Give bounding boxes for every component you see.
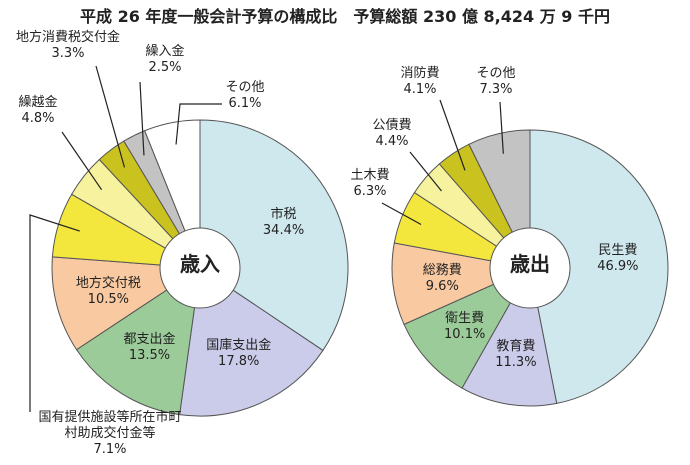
center-hole bbox=[489, 227, 571, 309]
slice-label: 教育費 bbox=[496, 339, 536, 355]
value-label: 34.4% bbox=[262, 223, 305, 239]
leader-line bbox=[139, 81, 145, 156]
slice-label: 地方交付税 bbox=[75, 275, 141, 291]
leader-line bbox=[29, 214, 80, 412]
value-label: 10.5% bbox=[87, 291, 129, 307]
slice-label: その他 bbox=[225, 80, 265, 95]
pie-slice bbox=[529, 129, 669, 404]
pie-slice bbox=[403, 266, 532, 389]
value-label: 10.1% bbox=[444, 327, 486, 343]
slice-label: 総務費 bbox=[422, 262, 462, 278]
value-label: 4.4% bbox=[375, 134, 409, 149]
value-label: 13.5% bbox=[128, 348, 171, 364]
leader-line bbox=[409, 151, 442, 192]
value-label: 4.8% bbox=[21, 111, 55, 126]
value-label: 17.8% bbox=[218, 354, 260, 370]
pie-slice bbox=[199, 119, 349, 352]
leader-line bbox=[175, 103, 222, 145]
center-hole bbox=[159, 227, 241, 309]
leader-line bbox=[381, 202, 422, 226]
value-label: 6.3% bbox=[353, 184, 387, 199]
leader-line bbox=[95, 65, 126, 168]
slice-label: 市税 bbox=[270, 207, 297, 223]
page-title: 平成 26 年度一般会計予算の構成比 予算総額 230 億 8,424 万 9 … bbox=[80, 7, 610, 26]
slice-label: 民生費 bbox=[598, 243, 638, 259]
value-label: 4.1% bbox=[403, 82, 437, 97]
value-label: 46.9% bbox=[597, 259, 639, 275]
slice-label: 公債費 bbox=[372, 118, 412, 133]
slice-label: 繰越金 bbox=[18, 95, 58, 110]
slice-label: 消防費 bbox=[400, 66, 440, 81]
slice-label: 衛生費 bbox=[445, 311, 485, 327]
value-label: 3.3% bbox=[51, 46, 85, 61]
slice-label: その他 bbox=[476, 66, 516, 81]
leader-line bbox=[439, 99, 466, 171]
value-label: 2.5% bbox=[148, 60, 182, 75]
slice-label: 国有提供施設等所在市町村助成交付金等 bbox=[38, 410, 182, 441]
center-label: 歳入 bbox=[180, 252, 220, 276]
leader-line bbox=[61, 131, 103, 190]
value-label: 7.3% bbox=[479, 82, 513, 97]
slice-label: 土木費 bbox=[350, 168, 390, 183]
value-label: 11.3% bbox=[495, 355, 537, 371]
pie-slice bbox=[75, 266, 201, 416]
slice-label: 都支出金 bbox=[123, 332, 176, 348]
center-label: 歳出 bbox=[510, 252, 550, 276]
value-label: 7.1% bbox=[93, 442, 127, 457]
value-label: 9.6% bbox=[425, 278, 459, 294]
slice-label: 国庫支出金 bbox=[206, 338, 272, 354]
leader-line bbox=[499, 101, 504, 154]
value-label: 6.1% bbox=[228, 96, 262, 111]
slice-label: 地方消費税交付金 bbox=[15, 30, 121, 45]
slice-label: 繰入金 bbox=[145, 44, 185, 59]
